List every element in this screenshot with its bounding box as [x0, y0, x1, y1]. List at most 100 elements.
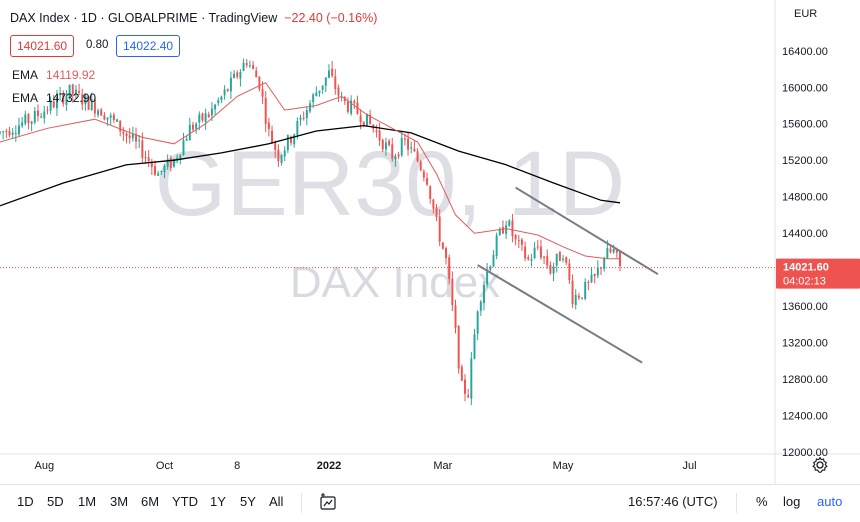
candle [17, 117, 20, 136]
candle [432, 198, 435, 214]
candle [391, 137, 394, 162]
candle [223, 85, 226, 100]
candle [138, 135, 141, 149]
candle-body [81, 94, 84, 105]
timeframe-6m[interactable]: 6M [141, 494, 160, 509]
candle [119, 120, 122, 137]
candle-body [362, 121, 365, 126]
candle [419, 159, 422, 172]
candle-body [277, 149, 280, 162]
bid-price-box[interactable]: 14021.60 [10, 35, 75, 57]
ema-fast-legend[interactable]: EMA 14119.92 [12, 68, 95, 82]
candle-body [403, 138, 406, 140]
candle-body [346, 101, 349, 112]
timeframe-5y[interactable]: 5Y [240, 494, 256, 509]
gear-icon[interactable] [811, 456, 829, 474]
timeframe-ytd[interactable]: YTD [172, 494, 198, 509]
candle [514, 234, 517, 246]
compare-icon[interactable] [318, 493, 338, 513]
ask-price-box[interactable]: 14022.40 [116, 35, 181, 57]
candle-body [546, 256, 549, 266]
candle [577, 292, 580, 300]
candle [365, 113, 368, 127]
candle [470, 351, 473, 406]
candle-body [74, 89, 77, 95]
candle-body [520, 239, 523, 245]
candle-body [52, 101, 55, 108]
timeframe-3m[interactable]: 3M [110, 494, 129, 509]
candle-body [154, 166, 156, 175]
interval-label[interactable]: 1D [80, 11, 97, 25]
candle-body [229, 77, 232, 92]
candle-body [476, 311, 479, 334]
log-scale-toggle[interactable]: log [783, 494, 801, 509]
candle [565, 256, 568, 266]
candle-body [375, 130, 378, 132]
candle [112, 112, 115, 124]
candle [163, 164, 166, 179]
candle [372, 124, 375, 133]
candle-body [21, 122, 24, 126]
candle-body [381, 139, 384, 150]
candle [280, 154, 283, 166]
candle-body [438, 216, 441, 242]
candle-body [571, 280, 574, 305]
auto-scale-toggle[interactable]: auto [817, 494, 843, 509]
candle-body [141, 140, 144, 158]
candle [587, 279, 590, 291]
candle-body [600, 267, 603, 269]
candle-body [353, 101, 356, 104]
ema-slow-legend[interactable]: EMA 14732.90 [12, 91, 96, 105]
candle-body [125, 133, 128, 137]
timeframe-1y[interactable]: 1Y [210, 494, 226, 509]
candle-body [100, 109, 103, 116]
candle [467, 388, 470, 399]
candle [217, 97, 220, 106]
candle [74, 84, 77, 99]
candle-body [530, 259, 533, 261]
candle [378, 122, 381, 146]
trendline [515, 186, 659, 276]
candle [555, 253, 558, 273]
symbol-name[interactable]: DAX Index [10, 11, 70, 25]
y-tick-label: 15600.00 [782, 119, 828, 131]
candle [609, 246, 612, 254]
candle [40, 112, 43, 119]
timeframe-1m[interactable]: 1M [78, 494, 97, 509]
candle [321, 85, 324, 94]
currency-label[interactable]: EUR [794, 8, 818, 20]
candle [505, 220, 508, 240]
timeframe-all[interactable]: All [269, 494, 284, 509]
candle [498, 227, 501, 237]
y-tick-label: 12800.00 [782, 374, 828, 386]
trendline [477, 264, 643, 364]
ema-fast-label: EMA [12, 68, 39, 82]
candle [429, 185, 432, 204]
candle-body [577, 295, 580, 298]
candle-body [384, 142, 387, 150]
candle-body [309, 103, 311, 112]
candle [214, 103, 217, 116]
candle-body [252, 64, 255, 69]
timeframe-1d[interactable]: 1D [17, 494, 34, 509]
candle-body [505, 225, 508, 234]
candle [229, 71, 232, 99]
candle [24, 110, 27, 126]
candle-body [138, 140, 141, 142]
candle [103, 111, 106, 121]
percent-scale-toggle[interactable]: % [756, 494, 768, 509]
candle-body [609, 248, 612, 253]
candle-body [467, 395, 470, 398]
bottom-toolbar: 1D 5D 1M 3M 6M YTD 1Y 5Y All 16:57:46 (U… [0, 484, 860, 522]
candle [277, 144, 280, 167]
clock-time[interactable]: 16:57:46 (UTC) [628, 494, 718, 509]
candle-body [549, 264, 552, 274]
candles [0, 58, 621, 406]
last-price-value: 14021.60 [783, 262, 829, 274]
candle [464, 374, 466, 402]
candle [286, 134, 289, 154]
candle [14, 125, 17, 142]
candle-body [242, 63, 245, 71]
timeframe-5d[interactable]: 5D [47, 494, 64, 509]
